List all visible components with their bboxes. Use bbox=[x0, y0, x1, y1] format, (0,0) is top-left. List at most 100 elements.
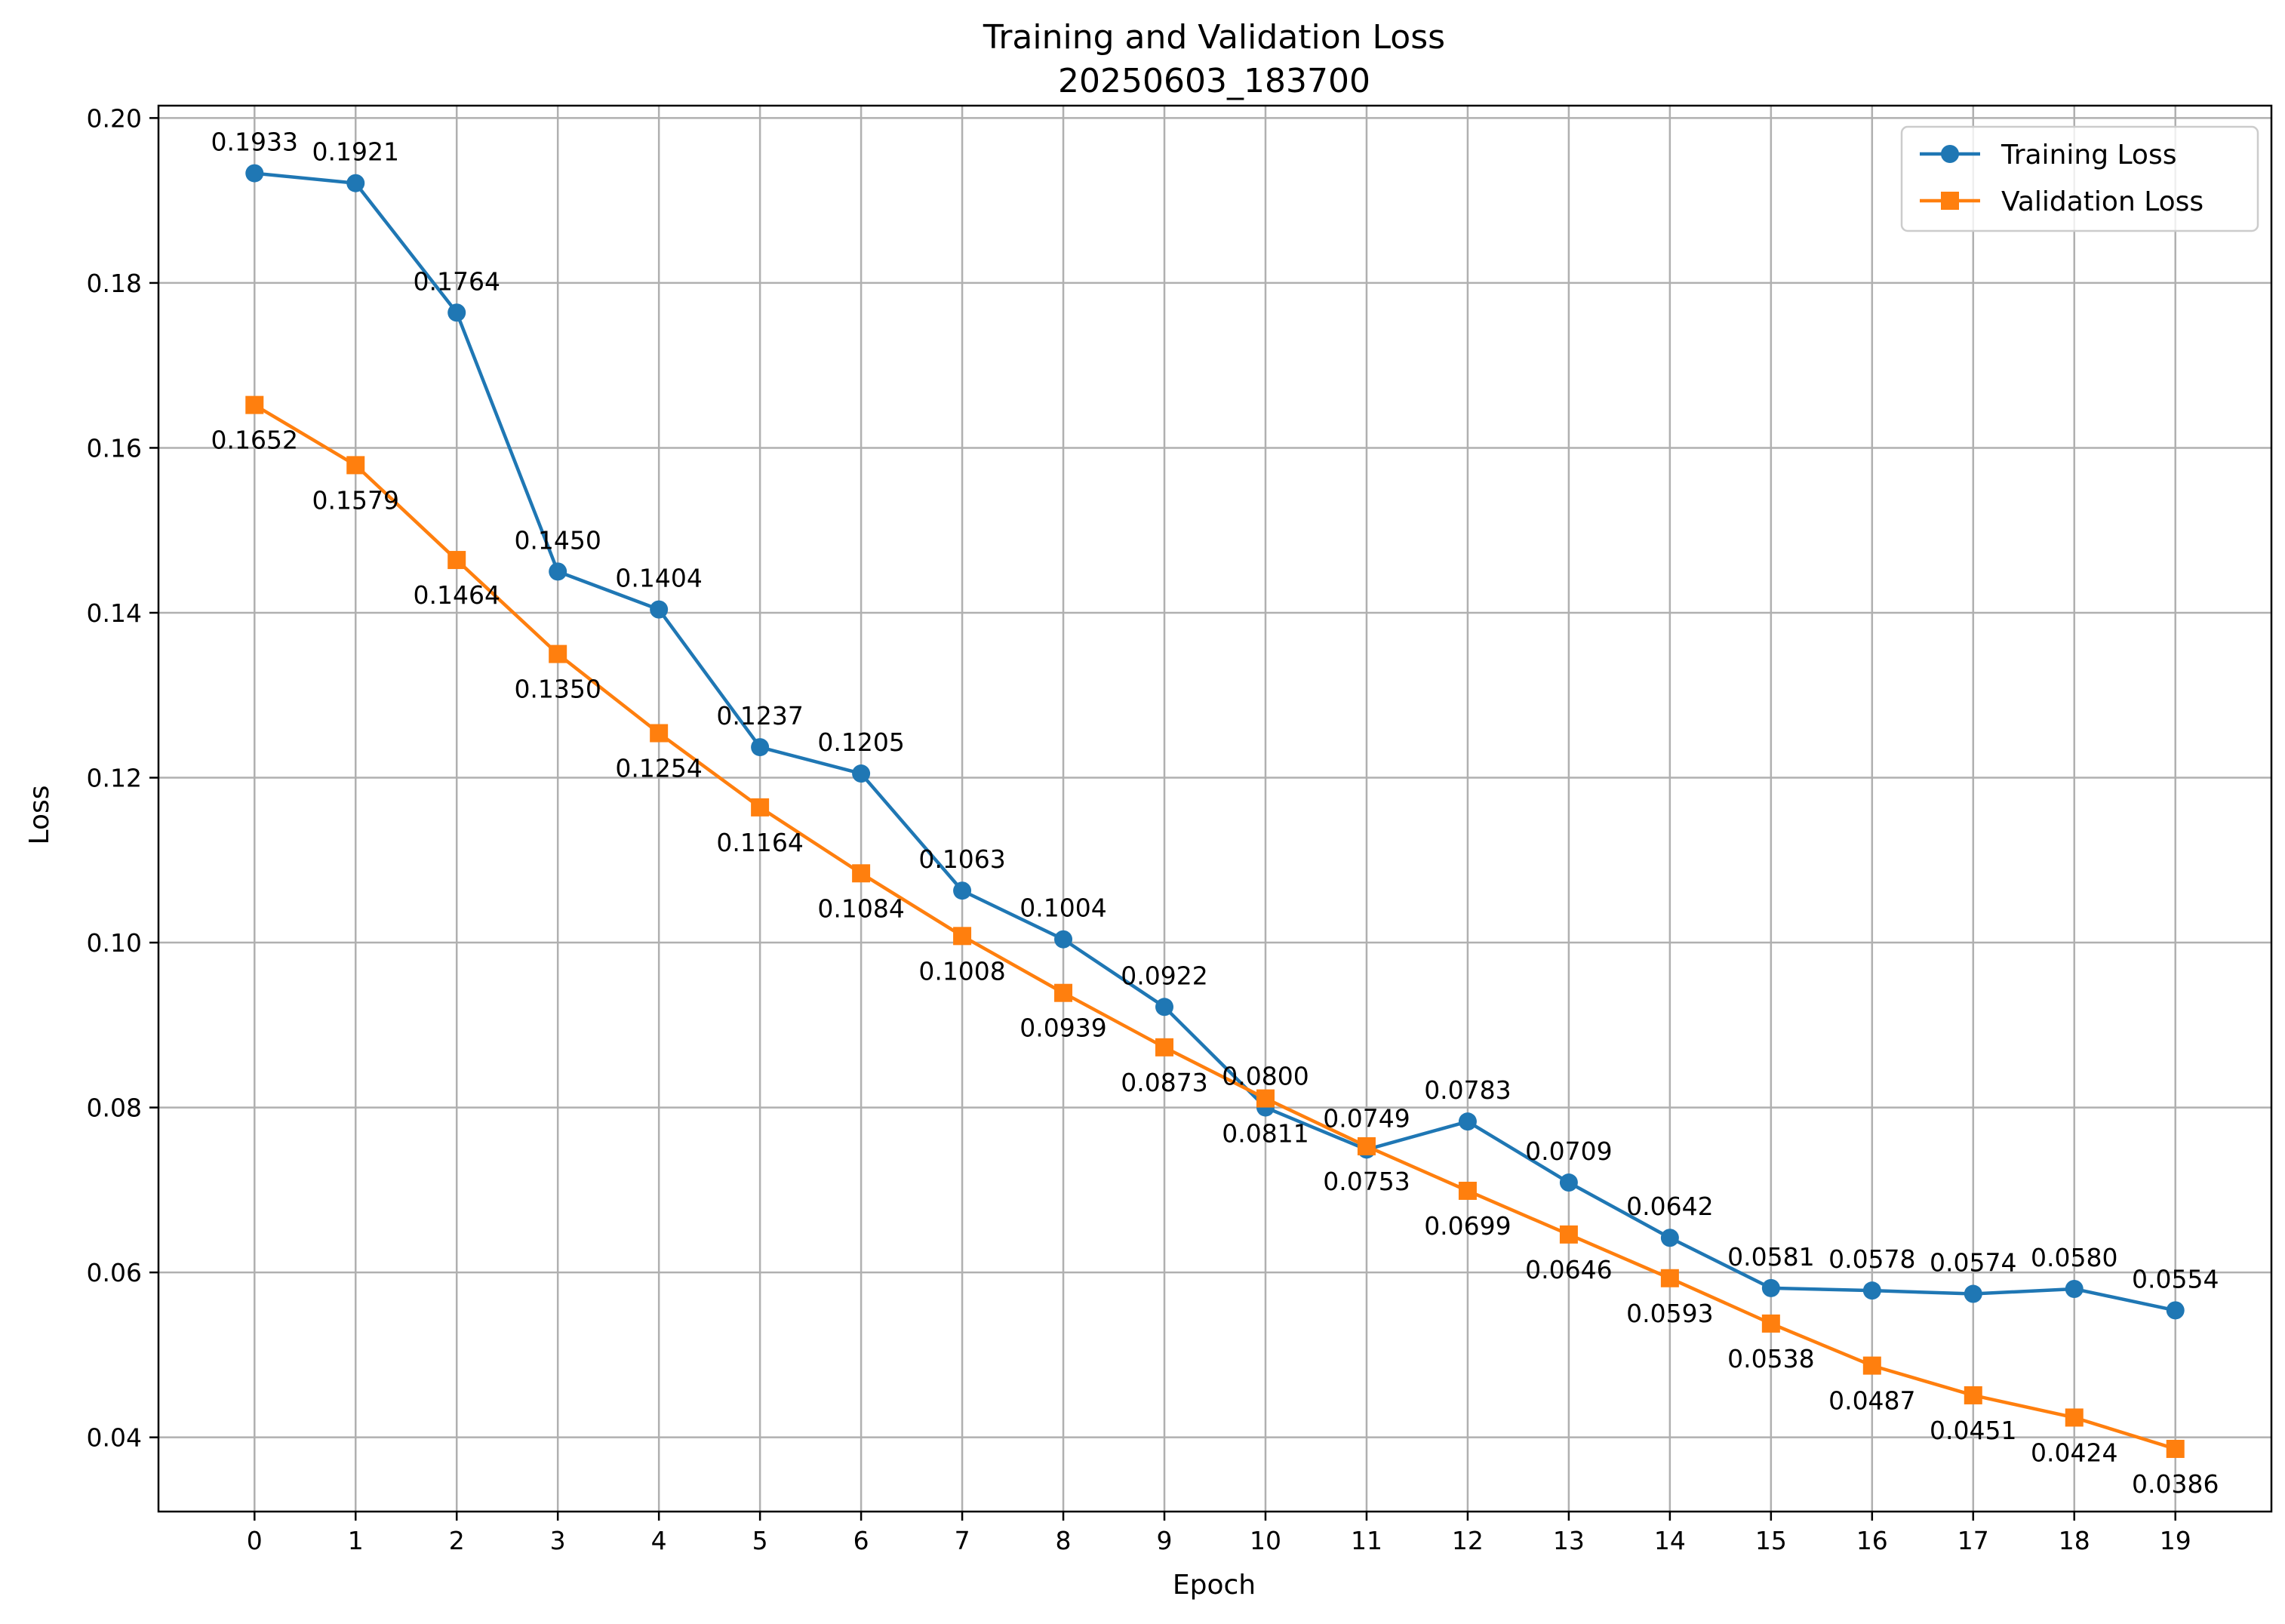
y-tick-label: 0.20 bbox=[87, 103, 142, 133]
training-loss-point bbox=[245, 165, 263, 183]
training-loss-point bbox=[2065, 1280, 2084, 1298]
validation-loss-data-label: 0.0699 bbox=[1424, 1211, 1511, 1241]
validation-loss-point bbox=[1560, 1226, 1578, 1244]
training-loss-point bbox=[953, 881, 971, 900]
training-loss-data-label: 0.0922 bbox=[1121, 961, 1207, 990]
validation-loss-data-label: 0.1084 bbox=[817, 894, 904, 923]
training-loss-data-label: 0.0800 bbox=[1222, 1062, 1309, 1091]
legend-marker-square bbox=[1941, 192, 1959, 210]
validation-loss-point bbox=[1964, 1386, 1982, 1404]
validation-loss-data-label: 0.1350 bbox=[514, 675, 601, 704]
validation-loss-point bbox=[2167, 1440, 2185, 1458]
validation-loss-point bbox=[447, 551, 466, 569]
training-loss-point bbox=[549, 562, 567, 580]
training-loss-data-label: 0.1205 bbox=[817, 727, 904, 757]
validation-loss-point bbox=[1661, 1269, 1679, 1287]
x-tick-label: 8 bbox=[1056, 1526, 1072, 1555]
training-loss-data-label: 0.0709 bbox=[1525, 1136, 1612, 1166]
validation-loss-data-label: 0.0386 bbox=[2132, 1469, 2219, 1499]
x-tick-label: 12 bbox=[1452, 1526, 1484, 1555]
x-tick-label: 19 bbox=[2160, 1526, 2191, 1555]
x-tick-label: 15 bbox=[1755, 1526, 1787, 1555]
training-loss-point bbox=[447, 303, 466, 321]
x-tick-label: 5 bbox=[752, 1526, 768, 1555]
training-loss-point bbox=[852, 764, 870, 783]
validation-loss-data-label: 0.1008 bbox=[918, 956, 1005, 986]
x-tick-label: 1 bbox=[348, 1526, 364, 1555]
validation-loss-point bbox=[1459, 1182, 1477, 1200]
x-tick-label: 6 bbox=[853, 1526, 869, 1555]
validation-loss-data-label: 0.0873 bbox=[1121, 1068, 1207, 1097]
chart-title: Training and Validation Loss bbox=[983, 18, 1445, 57]
training-loss-data-label: 0.0749 bbox=[1323, 1103, 1410, 1133]
y-tick-label: 0.16 bbox=[87, 433, 142, 463]
validation-loss-point bbox=[245, 396, 263, 414]
validation-loss-data-label: 0.0939 bbox=[1019, 1013, 1106, 1043]
training-loss-data-label: 0.1764 bbox=[413, 266, 500, 296]
y-tick-label: 0.04 bbox=[87, 1423, 142, 1453]
training-loss-point bbox=[1054, 930, 1072, 949]
chart-subtitle: 20250603_183700 bbox=[1058, 62, 1370, 100]
training-loss-data-label: 0.1004 bbox=[1019, 894, 1106, 923]
x-tick-label: 14 bbox=[1654, 1526, 1686, 1555]
y-axis-label: Loss bbox=[24, 786, 55, 845]
training-loss-point bbox=[1661, 1229, 1679, 1247]
x-tick-label: 7 bbox=[955, 1526, 970, 1555]
training-loss-data-label: 0.1237 bbox=[716, 701, 803, 730]
validation-loss-data-label: 0.1652 bbox=[211, 426, 298, 455]
y-tick-label: 0.08 bbox=[87, 1093, 142, 1123]
training-loss-point bbox=[1964, 1285, 1982, 1303]
training-loss-data-label: 0.0581 bbox=[1727, 1242, 1814, 1272]
training-loss-data-label: 0.0574 bbox=[1930, 1248, 2016, 1278]
x-tick-label: 4 bbox=[651, 1526, 667, 1555]
legend-label: Training Loss bbox=[2001, 140, 2176, 171]
training-loss-point bbox=[1560, 1173, 1578, 1192]
training-loss-point bbox=[1863, 1281, 1881, 1300]
validation-loss-data-label: 0.1164 bbox=[716, 828, 803, 857]
x-tick-label: 11 bbox=[1351, 1526, 1382, 1555]
legend-label: Validation Loss bbox=[2001, 186, 2204, 217]
training-loss-data-label: 0.1450 bbox=[514, 525, 601, 555]
validation-loss-point bbox=[1863, 1357, 1881, 1375]
training-loss-data-label: 0.0578 bbox=[1828, 1244, 1915, 1274]
validation-loss-point bbox=[346, 456, 364, 474]
validation-loss-point bbox=[751, 798, 769, 817]
training-loss-data-label: 0.1921 bbox=[312, 137, 399, 167]
training-loss-data-label: 0.0580 bbox=[2031, 1243, 2117, 1272]
y-tick-label: 0.12 bbox=[87, 764, 142, 793]
validation-loss-data-label: 0.1579 bbox=[312, 485, 399, 515]
legend-marker-circle bbox=[1941, 145, 1959, 163]
validation-loss-data-label: 0.0487 bbox=[1828, 1386, 1915, 1416]
validation-loss-point bbox=[852, 864, 870, 882]
training-loss-point bbox=[1459, 1112, 1477, 1130]
x-tick-label: 3 bbox=[550, 1526, 566, 1555]
y-tick-label: 0.18 bbox=[87, 269, 142, 298]
x-tick-label: 2 bbox=[449, 1526, 465, 1555]
training-loss-point bbox=[1155, 998, 1173, 1016]
validation-loss-data-label: 0.0811 bbox=[1222, 1119, 1309, 1149]
training-loss-point bbox=[650, 601, 668, 619]
x-tick-label: 9 bbox=[1157, 1526, 1173, 1555]
validation-loss-point bbox=[2065, 1408, 2084, 1426]
x-tick-label: 18 bbox=[2059, 1526, 2090, 1555]
legend: Training Loss Validation Loss bbox=[1902, 127, 2258, 231]
training-loss-data-label: 0.0642 bbox=[1626, 1192, 1713, 1221]
y-tick-label: 0.06 bbox=[87, 1258, 142, 1287]
training-loss-data-label: 0.0783 bbox=[1424, 1075, 1511, 1105]
y-tick-label: 0.14 bbox=[87, 598, 142, 628]
validation-loss-data-label: 0.0538 bbox=[1727, 1344, 1814, 1373]
x-tick-label: 16 bbox=[1856, 1526, 1888, 1555]
x-tick-label: 10 bbox=[1250, 1526, 1281, 1555]
validation-loss-data-label: 0.0451 bbox=[1930, 1416, 2016, 1445]
validation-loss-point bbox=[1054, 984, 1072, 1002]
validation-loss-data-label: 0.0593 bbox=[1626, 1299, 1713, 1328]
x-tick-label: 13 bbox=[1553, 1526, 1585, 1555]
validation-loss-data-label: 0.0424 bbox=[2031, 1438, 2117, 1467]
x-axis-label: Epoch bbox=[1173, 1570, 1256, 1601]
x-tick-label: 0 bbox=[247, 1526, 263, 1555]
validation-loss-point bbox=[1358, 1137, 1376, 1155]
validation-loss-data-label: 0.0753 bbox=[1323, 1167, 1410, 1196]
validation-loss-data-label: 0.1464 bbox=[413, 580, 500, 610]
